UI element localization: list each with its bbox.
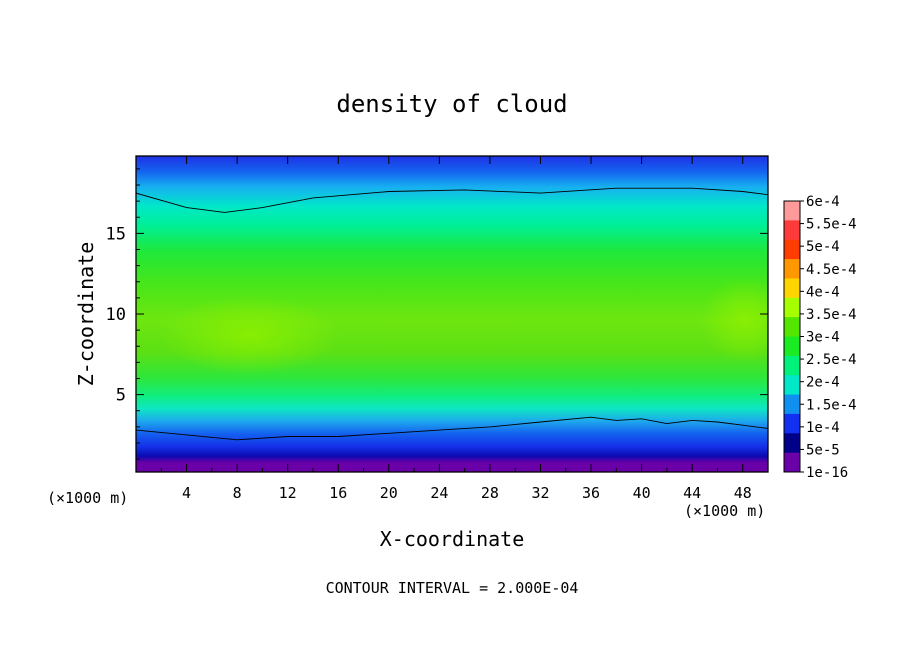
colorbar-swatch: [784, 452, 800, 473]
colorbar-label: 1e-16: [806, 465, 848, 481]
colorbar-label: 1.5e-4: [806, 397, 857, 413]
colorbar-swatch: [784, 336, 800, 357]
colorbar: 6e-4 5.5e-4 5e-4 4.5e-4 4e-4 3.5e-4 3e-4 2.5e-4…: [783, 194, 857, 481]
colorbar-label: 2.5e-4: [806, 352, 857, 368]
colorbar-swatch: [784, 375, 800, 396]
colorbar-label: 1e-4: [806, 420, 840, 436]
x-tick-label: 40: [633, 484, 651, 502]
x-tick-label: 28: [481, 484, 499, 502]
colorbar-swatch: [784, 433, 800, 454]
density-maximum-right: [700, 278, 768, 362]
x-axis: 4 8 12 16 20 24 28 32 36 40 44 48: [160, 156, 752, 502]
x-unit-right: (×1000 m): [684, 502, 765, 520]
y-tick-label: 5: [116, 386, 126, 406]
x-tick-label: 4: [182, 484, 191, 502]
x-tick-label: 8: [233, 484, 242, 502]
y-axis-label: Z-coordinate: [74, 242, 98, 387]
y-tick-label: 10: [106, 305, 126, 325]
colorbar-label: 5e-4: [806, 239, 840, 255]
colorbar-swatch: [784, 201, 800, 221]
colorbar-label: 4e-4: [806, 284, 840, 300]
plot-area: [136, 156, 768, 472]
colorbar-label: 6e-4: [806, 194, 840, 210]
colorbar-label: 3e-4: [806, 330, 840, 346]
colorbar-swatch: [784, 239, 800, 260]
colorbar-label: 3.5e-4: [806, 307, 857, 323]
x-tick-label: 24: [430, 484, 448, 502]
contour-line-1e-4: [136, 416, 768, 441]
colorbar-swatch: [784, 317, 800, 337]
x-tick-label: 32: [531, 484, 549, 502]
x-tick-label: 44: [683, 484, 701, 502]
x-unit-left: (×1000 m): [47, 489, 128, 507]
chart-title: density of cloud: [336, 90, 567, 118]
contour-line-2e-4: [136, 187, 768, 213]
colorbar-swatch: [784, 355, 800, 376]
x-tick-label: 12: [279, 484, 297, 502]
x-tick-label: 36: [582, 484, 600, 502]
x-tick-label: 16: [329, 484, 347, 502]
y-axis: 5 10 15: [106, 168, 768, 460]
colorbar-swatch: [784, 413, 800, 434]
colorbar-label: 2e-4: [806, 375, 840, 391]
density-maximum-left: [160, 295, 340, 375]
colorbar-swatch: [784, 394, 800, 415]
colorbar-swatch: [784, 220, 800, 241]
colorbar-swatch: [784, 297, 800, 318]
colorbar-label: 4.5e-4: [806, 262, 857, 278]
x-tick-label: 48: [734, 484, 752, 502]
colorbar-label: 5.5e-4: [806, 217, 857, 233]
x-axis-label: X-coordinate: [380, 527, 525, 551]
x-tick-label: 20: [380, 484, 398, 502]
colorbar-swatch: [784, 259, 800, 279]
y-tick-label: 15: [106, 224, 126, 244]
colorbar-swatch: [784, 278, 800, 299]
colorbar-label: 5e-5: [806, 442, 840, 458]
contour-interval-note: CONTOUR INTERVAL = 2.000E-04: [326, 579, 579, 597]
